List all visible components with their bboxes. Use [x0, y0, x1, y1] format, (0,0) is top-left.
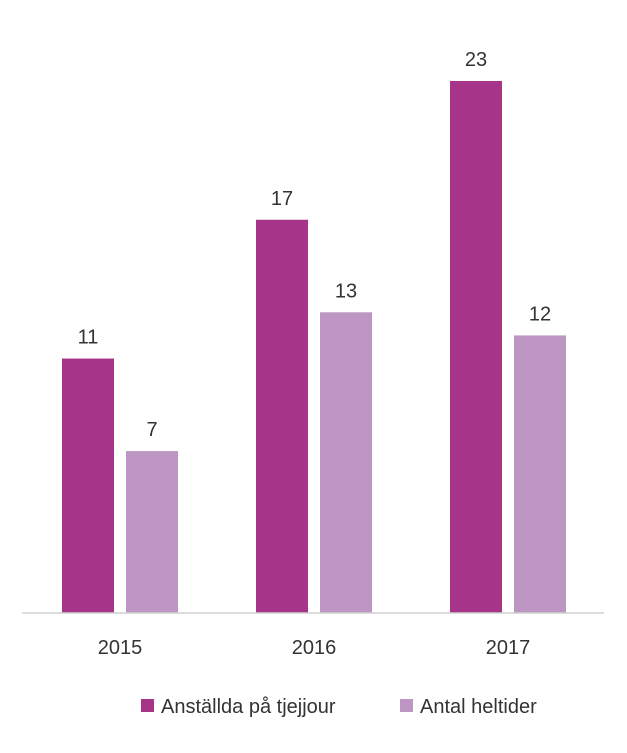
bar-2016-series-1: [256, 219, 308, 614]
data-label-2015-series-2: 7: [146, 419, 157, 441]
data-label-2017-series-1: 23: [465, 49, 487, 71]
data-label-2015-series-1: 11: [78, 327, 99, 349]
bar-2017-series-1: [450, 80, 502, 613]
bar-2016-series-2: [320, 312, 372, 613]
data-label-2016-series-2: 13: [335, 280, 357, 302]
legend: Anställda på tjejjour Antal heltider: [141, 696, 537, 718]
legend-label-1: Anställda på tjejjour: [161, 696, 336, 718]
bar-2017-series-2: [514, 335, 566, 613]
bar-2015-series-1: [62, 358, 114, 613]
legend-swatch-2: [400, 699, 413, 712]
legend-label-2: Antal heltider: [420, 696, 537, 718]
data-labels-group: 11 7 17 13 23 12: [78, 49, 552, 441]
data-label-2016-series-1: 17: [271, 188, 293, 210]
x-tick-labels-group: 2015 2016 2017: [98, 637, 531, 659]
bars-group: [62, 80, 566, 614]
data-label-2017-series-2: 12: [529, 303, 551, 325]
x-tick-label-2016: 2016: [292, 637, 337, 659]
x-tick-label-2017: 2017: [486, 637, 531, 659]
bar-2015-series-2: [126, 451, 178, 613]
x-tick-label-2015: 2015: [98, 637, 143, 659]
legend-swatch-1: [141, 699, 154, 712]
